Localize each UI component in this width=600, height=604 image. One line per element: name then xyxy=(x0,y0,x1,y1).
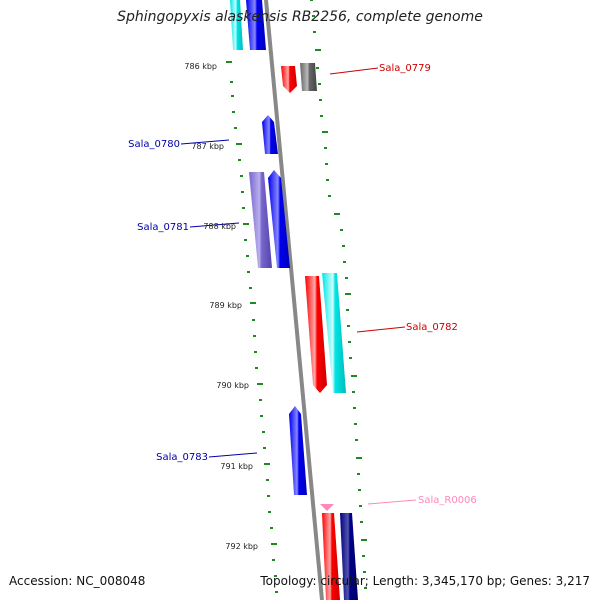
accession-text: Accession: NC_008048 xyxy=(9,574,146,588)
gene-top-blue[interactable] xyxy=(246,0,266,50)
gene-sala-0781-a[interactable] xyxy=(249,172,272,268)
gene-sala-0781-b[interactable] xyxy=(268,170,290,268)
gene-label-sala-0781[interactable]: Sala_0781 xyxy=(137,222,189,233)
gene-label-sala-r0006[interactable]: Sala_R0006 xyxy=(418,495,477,506)
kbp-label-786: 786 kbp xyxy=(184,62,217,71)
gene-label-sala-0779[interactable]: Sala_0779 xyxy=(379,63,431,74)
kbp-label-792: 792 kbp xyxy=(225,542,258,551)
gene-label-sala-0782[interactable]: Sala_0782 xyxy=(406,322,458,333)
genome-backbone xyxy=(264,0,324,601)
kbp-label-789: 789 kbp xyxy=(209,301,242,310)
gene-sala-0782-b[interactable] xyxy=(322,273,346,393)
kbp-label-787: 787 kbp xyxy=(191,142,224,151)
genome-summary-text: Topology: circular; Length: 3,345,170 bp… xyxy=(260,574,590,588)
gene-bottom-red[interactable] xyxy=(322,513,340,600)
leader-sala-0779 xyxy=(329,67,379,75)
leader-sala-r0006 xyxy=(367,499,417,505)
leader-sala-0781 xyxy=(189,222,240,228)
gene-label-sala-0783[interactable]: Sala_0783 xyxy=(156,452,208,463)
kbp-label-790: 790 kbp xyxy=(216,381,249,390)
gene-sala-0779-a[interactable] xyxy=(281,66,297,93)
gene-sala-0779-b[interactable] xyxy=(300,63,317,91)
gene-top-cyan[interactable] xyxy=(230,0,243,50)
gene-bottom-navy[interactable] xyxy=(340,513,358,600)
inner-tick-track xyxy=(226,61,278,593)
map-title: Sphingopyxis alaskensis RB2256, complete… xyxy=(117,9,483,25)
gene-sala-0780[interactable] xyxy=(262,115,278,154)
gene-sala-0782-a[interactable] xyxy=(305,276,327,393)
leader-sala-0782 xyxy=(356,326,406,333)
kbp-label-791: 791 kbp xyxy=(220,462,253,471)
gene-label-sala-0780[interactable]: Sala_0780 xyxy=(128,139,180,150)
leader-sala-0783 xyxy=(208,452,258,458)
outer-tick-track xyxy=(310,0,367,589)
leader-sala-0780 xyxy=(180,139,230,145)
kbp-label-788: 788 kbp xyxy=(203,222,236,231)
gene-sala-r0006[interactable] xyxy=(320,504,334,511)
gene-sala-0783[interactable] xyxy=(289,406,307,495)
